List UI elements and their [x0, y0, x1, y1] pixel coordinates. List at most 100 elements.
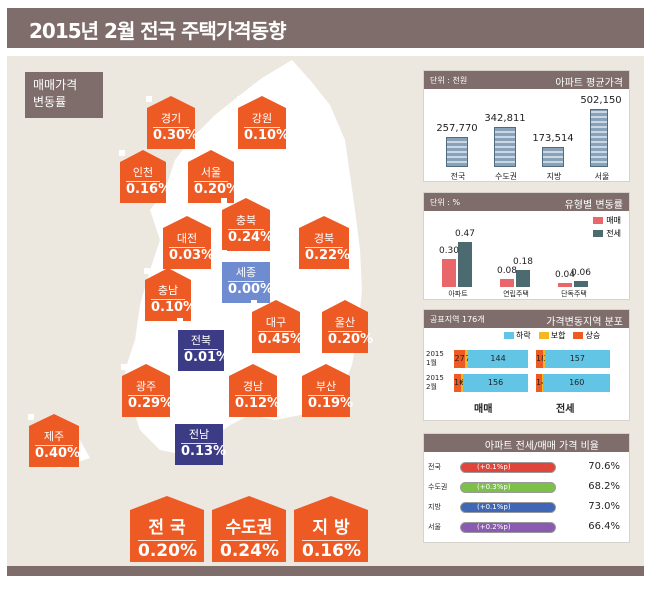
ratio-label-1: 수도권 [428, 483, 448, 491]
sale-value-1: 0.08 [496, 266, 518, 277]
dist-seg: 14 [536, 374, 546, 392]
marker-roof [122, 364, 170, 376]
legend-item: 매매 [593, 215, 621, 226]
dist-seg: 27 [454, 350, 466, 368]
type-label-2: 단독주택 [561, 290, 587, 298]
total-value: 0.20% [138, 540, 197, 561]
legend-item: 전세 [593, 228, 621, 239]
region-marker-5: 대전 0.03% [162, 216, 214, 269]
total-marker-0: 전 국 0.20% [130, 510, 204, 562]
dist-seg: 160 [543, 374, 610, 392]
ratio-panel: 아파트 전세/매매 가격 비율 전국 (+0.1%p) 70.6% 수도권 (+0.3%… [423, 433, 630, 543]
region-name: 대구 [265, 316, 287, 329]
total-value: 0.24% [220, 540, 279, 561]
bar-rent-0 [458, 242, 472, 287]
region-value: 0.22% [305, 247, 351, 263]
dist-seg: 7 [465, 350, 470, 368]
legend-text: 보합 [550, 331, 566, 340]
marker-roof [302, 364, 350, 376]
region-name: 경북 [313, 232, 335, 245]
region-marker-10: 울산 0.20% [321, 300, 374, 353]
building-3 [590, 109, 608, 167]
total-roof [294, 496, 368, 510]
ratio-label-3: 서울 [428, 523, 441, 531]
ratio-delta-1: (+0.3%p) [477, 483, 511, 491]
price-value-1: 342,811 [484, 113, 526, 124]
marker-roof [145, 268, 191, 280]
marker-roof [238, 96, 286, 108]
price-label-1: 수도권 [494, 172, 518, 181]
region-value: 0.30% [153, 127, 199, 143]
building-2 [542, 147, 564, 167]
region-name: 전남 [188, 428, 210, 441]
region-value: 0.40% [35, 445, 81, 461]
legend-item: 하락 [504, 330, 531, 341]
type-rate-title: 유형별 변동률 [564, 200, 623, 211]
region-name: 대전 [176, 232, 198, 245]
type-label-0: 아파트 [448, 290, 468, 298]
avg-price-unit: 단위 : 천원 [430, 76, 468, 85]
total-value: 0.16% [302, 540, 361, 561]
price-value-2: 173,514 [532, 133, 574, 144]
price-value-0: 257,770 [436, 123, 478, 134]
building-1 [494, 127, 516, 167]
ratio-delta-3: (+0.2%p) [477, 523, 511, 531]
region-name: 세종 [235, 266, 257, 279]
ratio-bar-1: (+0.3%p) [460, 482, 556, 493]
avg-price-title: 아파트 평균가격 [555, 78, 623, 89]
region-value: 0.13% [181, 443, 227, 459]
total-marker-1: 수도권 0.24% [212, 510, 286, 562]
total-name: 전 국 [148, 518, 186, 538]
legend-swatch [573, 332, 584, 339]
ratio-bar-3: (+0.2%p) [460, 522, 556, 533]
avg-price-panel: 단위 : 천원 아파트 평균가격 257,770 전국 342,811 수도권 173,5… [423, 70, 630, 182]
bar-sale-2 [558, 283, 572, 287]
marker-roof [147, 96, 195, 108]
region-marker-14: 부산 0.19% [301, 364, 353, 417]
price-value-3: 502,150 [580, 95, 622, 106]
region-value: 0.00% [228, 281, 274, 297]
type-label-1: 연립주택 [503, 290, 529, 298]
region-name: 경남 [242, 380, 264, 393]
marker-roof [163, 216, 211, 228]
marker-roof [299, 216, 349, 228]
building-0 [446, 137, 468, 167]
dist-xlabel-0: 매매 [474, 404, 493, 415]
header-bar: 2015년 2월 전국 주택가격동향 [7, 8, 644, 48]
dist-unit: 공표지역 176개 [430, 315, 485, 324]
total-marker-2: 지 방 0.16% [294, 510, 368, 562]
price-label-3: 서울 [594, 172, 610, 181]
legend-swatch [504, 332, 514, 339]
type-rate-unit: 단위 : % [430, 198, 461, 207]
region-value: 0.20% [194, 181, 240, 197]
legend-text: 매매 [606, 216, 621, 225]
price-label-2: 지방 [546, 172, 562, 181]
legend-swatch [538, 332, 549, 339]
region-marker-3: 서울 0.20% [187, 150, 240, 203]
rent-value-2: 0.06 [570, 268, 592, 279]
region-name: 서울 [200, 166, 222, 179]
region-marker-4: 충북 0.24% [221, 198, 273, 251]
ratio-value-1: 68.2% [588, 481, 620, 492]
region-marker-6: 경북 0.22% [298, 216, 351, 269]
rent-value-0: 0.47 [454, 229, 476, 240]
bar-rent-2 [574, 281, 588, 287]
region-value: 0.16% [126, 181, 172, 197]
region-value: 0.10% [151, 299, 197, 315]
region-value: 0.20% [328, 331, 374, 347]
bar-sale-0 [442, 258, 456, 287]
ratio-value-3: 66.4% [588, 521, 620, 532]
ratio-label-2: 지방 [428, 503, 441, 511]
region-name: 광주 [135, 380, 157, 393]
ratio-value-0: 70.6% [588, 461, 620, 472]
dist-seg: 144 [468, 350, 528, 368]
region-value: 0.29% [128, 395, 174, 411]
region-marker-11: 전북 0.01% [177, 318, 229, 371]
legend-swatch [593, 217, 604, 224]
legend-item: 상승 [573, 330, 600, 341]
bar-rent-1 [516, 269, 530, 287]
dist-seg: 156 [463, 374, 528, 392]
page-title: 2015년 2월 전국 주택가격동향 [29, 19, 286, 43]
total-roof [130, 496, 204, 510]
dist-legend: 하락 보합 상승 [504, 330, 600, 341]
